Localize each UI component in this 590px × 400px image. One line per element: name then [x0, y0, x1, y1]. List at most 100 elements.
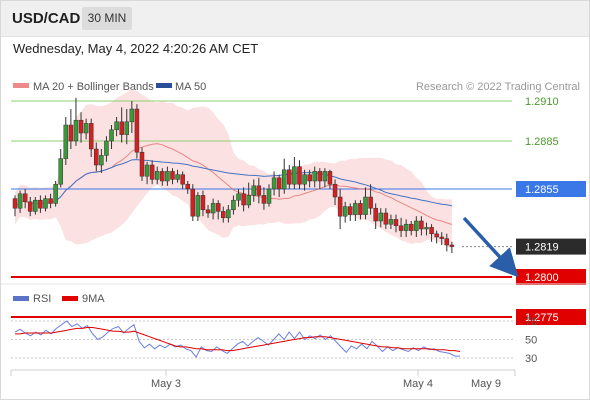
rsi-tick-70: 70: [525, 316, 537, 328]
x-label-may4: May 4: [403, 378, 433, 390]
candle: [327, 171, 333, 185]
candle: [398, 225, 404, 231]
candle: [170, 171, 175, 180]
rsi-legend-swatch: [13, 296, 29, 301]
candle: [165, 171, 170, 182]
candle: [185, 183, 190, 190]
bb-legend-swatch: [13, 83, 29, 88]
candle: [444, 238, 450, 246]
candle: [373, 207, 378, 222]
candle: [94, 148, 99, 166]
candle: [48, 198, 53, 204]
candle: [292, 166, 297, 185]
candle: [17, 193, 23, 209]
candle: [363, 196, 368, 215]
x-label-may9: May 9: [471, 378, 501, 390]
credit-label: Research © 2022 Trading Central: [416, 81, 580, 93]
ma50-legend-swatch: [156, 83, 172, 88]
candle: [358, 203, 363, 215]
rsi-ma-line: [15, 327, 461, 352]
candle: [200, 195, 206, 211]
candle: [434, 233, 439, 238]
rsi-line: [14, 320, 460, 359]
candle: [332, 183, 338, 198]
candle: [276, 177, 282, 190]
candle: [210, 203, 216, 214]
candle: [124, 121, 130, 135]
candle: [419, 220, 424, 230]
candle: [58, 158, 63, 185]
candle: [190, 188, 196, 217]
candle: [221, 211, 226, 219]
candle: [246, 195, 251, 206]
candle: [439, 236, 444, 239]
candle: [353, 203, 358, 215]
level-tag-red: [516, 309, 586, 325]
candle: [429, 227, 434, 235]
candle: [281, 169, 287, 190]
candle: [195, 195, 201, 217]
candle: [383, 212, 389, 225]
bollinger-band: [15, 89, 452, 250]
forecast-arrow: [462, 216, 519, 278]
rsi-tick-50: 50: [525, 335, 537, 347]
candle: [63, 124, 69, 159]
level-tag-red: [516, 269, 586, 285]
level-label-1.2775: 1.2775: [525, 312, 559, 324]
candle: [393, 219, 399, 227]
candle: [322, 171, 328, 182]
candle: [154, 171, 160, 180]
level-label-1.2819: 1.2819: [525, 242, 559, 254]
level-label-1.2800: 1.2800: [525, 272, 559, 284]
rsi-tick-30: 30: [525, 353, 537, 365]
datetime-label: Wednesday, May 4, 2022 4:20:26 AM CET: [13, 41, 259, 56]
candle: [99, 155, 104, 166]
candle: [33, 199, 38, 212]
candle: [388, 219, 394, 225]
symbol-title: USD/CAD: [12, 10, 81, 27]
candle: [414, 220, 419, 231]
candle: [114, 121, 119, 131]
ma50-legend-label: MA 50: [175, 81, 206, 93]
candle: [78, 119, 84, 134]
candle: [22, 193, 28, 203]
candle: [139, 151, 145, 177]
candle: [342, 206, 348, 217]
level-label-1.2910: 1.2910: [525, 96, 559, 108]
candle: [88, 123, 94, 150]
candle: [12, 198, 18, 209]
candle: [109, 129, 114, 142]
candle: [73, 119, 79, 142]
candle: [43, 198, 48, 209]
timeframe-button[interactable]: 30 MIN: [82, 7, 132, 30]
candle: [236, 193, 241, 201]
candle: [180, 174, 185, 185]
candle: [307, 174, 312, 182]
level-tag-current: [516, 238, 586, 255]
candle: [27, 201, 33, 212]
candle: [378, 212, 384, 222]
candle: [266, 188, 272, 204]
candle: [312, 171, 317, 182]
candle: [68, 124, 74, 142]
candle: [231, 199, 236, 211]
candle: [119, 121, 124, 135]
candle: [175, 174, 180, 180]
candle: [53, 183, 58, 204]
bb-legend-label: MA 20 + Bollinger Bands: [33, 81, 154, 93]
candle: [403, 223, 409, 231]
candle: [83, 123, 89, 134]
candle: [337, 196, 343, 217]
candle: [251, 185, 257, 196]
candle: [256, 185, 262, 196]
candle: [149, 164, 155, 180]
rsi-ma-legend-swatch: [62, 296, 78, 301]
candle: [134, 108, 140, 153]
rsi-ma-legend-label: 9MA: [82, 293, 105, 305]
candle: [449, 244, 455, 247]
candle: [271, 177, 277, 190]
level-label-1.2855: 1.2855: [525, 184, 559, 196]
candle: [215, 203, 221, 212]
rsi-legend-label: RSI: [33, 293, 51, 305]
